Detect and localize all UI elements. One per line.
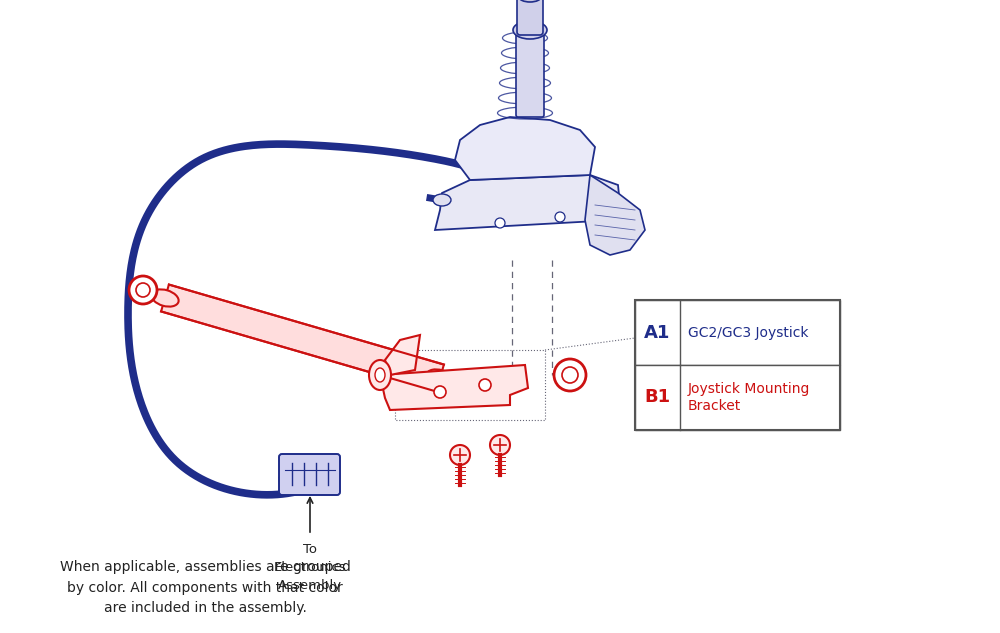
Polygon shape <box>585 175 645 255</box>
Circle shape <box>136 283 150 297</box>
Ellipse shape <box>513 21 547 39</box>
Circle shape <box>490 435 510 455</box>
Text: A1: A1 <box>644 323 671 341</box>
Circle shape <box>450 445 470 465</box>
Circle shape <box>562 367 578 383</box>
Bar <box>635 365 840 430</box>
FancyBboxPatch shape <box>516 28 544 117</box>
FancyBboxPatch shape <box>517 0 543 35</box>
Circle shape <box>495 218 505 228</box>
Circle shape <box>554 359 586 391</box>
Bar <box>635 300 840 365</box>
Ellipse shape <box>369 360 391 390</box>
Circle shape <box>434 386 446 398</box>
Polygon shape <box>455 117 595 180</box>
Ellipse shape <box>151 289 179 306</box>
Polygon shape <box>435 175 620 230</box>
Text: GC2/GC3 Joystick: GC2/GC3 Joystick <box>688 325 808 339</box>
Circle shape <box>555 212 565 222</box>
Polygon shape <box>385 335 420 375</box>
FancyBboxPatch shape <box>279 454 340 495</box>
Text: To
Electronics
Assembly: To Electronics Assembly <box>274 543 346 592</box>
Ellipse shape <box>433 194 451 206</box>
Ellipse shape <box>519 0 541 2</box>
Ellipse shape <box>426 370 454 387</box>
Polygon shape <box>161 285 444 391</box>
Ellipse shape <box>375 368 385 382</box>
Circle shape <box>129 276 157 304</box>
Polygon shape <box>380 365 528 410</box>
Bar <box>635 300 840 430</box>
Text: B1: B1 <box>644 389 671 406</box>
Text: Joystick Mounting
Bracket: Joystick Mounting Bracket <box>688 382 810 413</box>
Text: When applicable, assemblies are grouped
by color. All components with that color: When applicable, assemblies are grouped … <box>60 560 350 615</box>
Circle shape <box>479 379 491 391</box>
